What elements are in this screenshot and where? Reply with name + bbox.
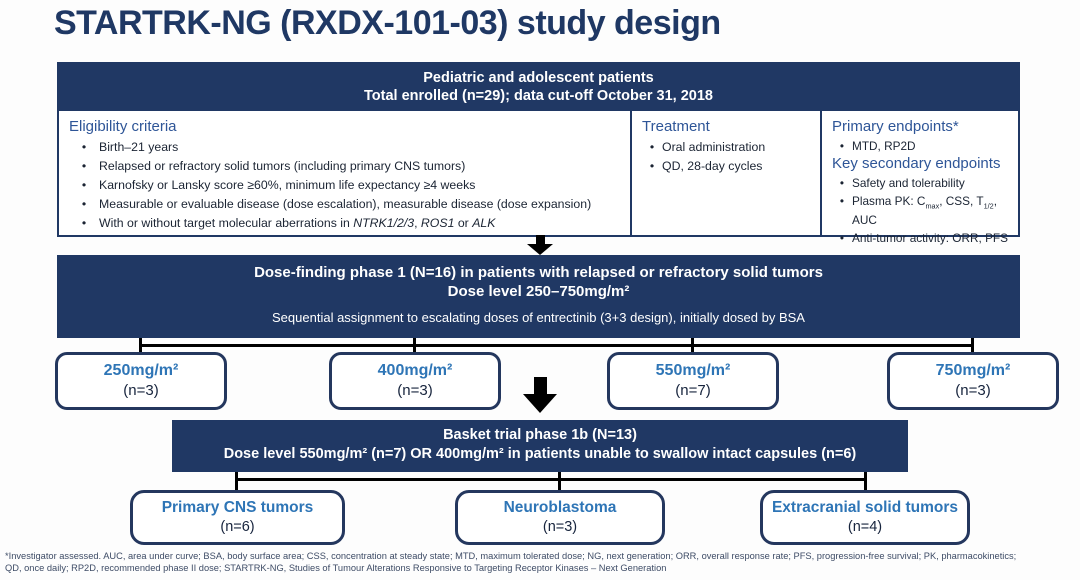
- dose-cohort-400: 400mg/m² (n=3): [329, 352, 501, 410]
- eligibility-column: Eligibility criteria Birth–21 years Rela…: [59, 111, 630, 235]
- dose-cohort-750: 750mg/m² (n=3): [887, 352, 1059, 410]
- endpoints-column: Primary endpoints* MTD, RP2D Key seconda…: [820, 111, 1016, 245]
- eligibility-item: Karnofsky or Lansky score ≥60%, minimum …: [69, 178, 622, 194]
- secondary-endpoints-header: Key secondary endpoints: [832, 155, 1001, 172]
- gene-ntrk: NTRK1/2/3: [353, 215, 415, 230]
- treatment-column: Treatment Oral administration QD, 28-day…: [630, 111, 820, 235]
- down-arrow-icon: [527, 235, 553, 255]
- footnote-line1: *Investigator assessed. AUC, area under …: [5, 551, 1017, 561]
- connector-line: [971, 338, 974, 353]
- gene-alk: ALK: [472, 215, 496, 230]
- connector-line: [139, 344, 974, 347]
- phase1-section: Dose-finding phase 1 (N=16) in patients …: [57, 255, 1020, 338]
- enrollment-line1: Pediatric and adolescent patients: [423, 70, 654, 86]
- eligibility-item: Relapsed or refractory solid tumors (inc…: [69, 159, 622, 175]
- gene-ros1: ROS1: [420, 215, 455, 230]
- eligibility-item: Birth–21 years: [69, 140, 622, 156]
- connector-line: [139, 338, 142, 353]
- phase1-line3: Sequential assignment to escalating dose…: [272, 310, 805, 325]
- enrollment-section: Pediatric and adolescent patients Total …: [57, 62, 1020, 245]
- eligibility-item-molecular: With or without target molecular aberrat…: [69, 216, 622, 232]
- connector-line: [558, 472, 561, 490]
- secondary-endpoints-item: Anti-tumor activity: ORR, PFS: [832, 231, 1008, 247]
- basket-cns-tumors: Primary CNS tumors (n=6): [130, 490, 345, 545]
- criteria-columns: Eligibility criteria Birth–21 years Rela…: [59, 111, 1018, 245]
- connector-line: [691, 338, 694, 353]
- treatment-item: Oral administration: [642, 140, 812, 156]
- treatment-item: QD, 28-day cycles: [642, 159, 812, 175]
- treatment-header: Treatment: [642, 118, 710, 135]
- phase1b-section: Basket trial phase 1b (N=13) Dose level …: [172, 420, 908, 472]
- connector-line: [413, 338, 416, 353]
- connector-line: [235, 472, 238, 490]
- primary-endpoints-item: MTD, RP2D: [832, 139, 1008, 155]
- eligibility-header: Eligibility criteria: [69, 118, 177, 135]
- dose-cohort-550: 550mg/m² (n=7): [607, 352, 779, 410]
- primary-endpoints-header: Primary endpoints*: [832, 118, 959, 135]
- phase1-line2: Dose level 250–750mg/m²: [447, 283, 630, 300]
- down-arrow-icon: [523, 377, 557, 413]
- enrollment-line2: Total enrolled (n=29); data cut-off Octo…: [363, 88, 713, 104]
- phase1b-line2: Dose level 550mg/m² (n=7) OR 400mg/m² in…: [223, 446, 857, 462]
- enrollment-header: Pediatric and adolescent patients Total …: [59, 64, 1018, 111]
- connector-line: [235, 478, 867, 481]
- footnote: *Investigator assessed. AUC, area under …: [5, 551, 1077, 574]
- basket-neuroblastoma: Neuroblastoma (n=3): [455, 490, 665, 545]
- footnote-line2: QD, once daily; RP2D, recommended phase …: [5, 562, 667, 573]
- page-title: STARTRK-NG (RXDX-101-03) study design: [54, 4, 721, 42]
- phase1b-line1: Basket trial phase 1b (N=13): [443, 427, 637, 443]
- eligibility-item: Measurable or evaluable disease (dose es…: [69, 197, 622, 213]
- basket-extracranial: Extracranial solid tumors (n=4): [760, 490, 970, 545]
- connector-line: [864, 472, 867, 490]
- secondary-endpoints-item: Safety and tolerability: [832, 176, 1008, 192]
- secondary-endpoints-item-pk: Plasma PK: Cmax, CSS, T1/2, AUC: [832, 194, 1008, 229]
- phase1-line1: Dose-finding phase 1 (N=16) in patients …: [254, 264, 823, 281]
- dose-cohort-250: 250mg/m² (n=3): [55, 352, 227, 410]
